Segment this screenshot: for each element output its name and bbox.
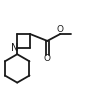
Text: N: N <box>11 43 18 53</box>
Text: O: O <box>57 25 64 34</box>
Text: O: O <box>44 54 51 63</box>
